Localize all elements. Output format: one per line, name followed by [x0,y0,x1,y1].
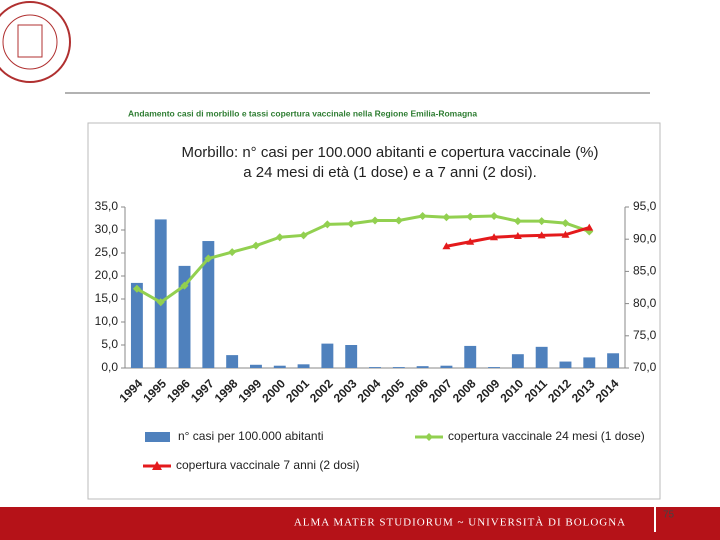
line-marker [394,216,403,225]
footer-text: ALMA MATER STUDIORUM ~ UNIVERSITÀ DI BOL… [294,517,626,529]
bar [130,282,143,368]
bar [464,345,477,368]
y2-tick-label: 70,0 [633,360,657,374]
bar [559,361,572,368]
line-marker [228,248,237,257]
bar [392,367,405,368]
y-tick-label: 25,0 [95,245,119,259]
bar [607,353,620,368]
legend-marker [425,433,433,441]
line-marker [442,213,451,222]
line-marker [180,281,189,290]
line-marker [299,231,308,240]
y-tick-label: 15,0 [95,291,119,305]
y-tick-label: 10,0 [95,314,119,328]
bar [535,346,548,368]
bar [250,364,262,368]
chart-title: Morbillo: n° casi per 100.000 abitanti e… [181,144,598,161]
bar [297,364,310,368]
line-marker [513,217,522,226]
y2-tick-label: 90,0 [633,231,657,245]
line-marker [323,220,332,229]
line-marker [537,217,546,226]
bar [321,343,334,368]
logo-seal [0,1,71,83]
line-marker [537,231,546,239]
legend-marker [152,461,162,470]
y-tick-label: 0,0 [101,360,118,374]
line-marker [490,233,499,241]
y2-tick-label: 75,0 [633,328,657,342]
line-marker [490,212,499,221]
bar [226,355,239,368]
chart-subtitle: a 24 mesi di età (1 dose) e a 7 anni (2 … [243,164,537,181]
bar [345,345,358,368]
line-marker [418,212,427,221]
bar [511,354,524,368]
y2-tick-label: 95,0 [633,199,657,213]
bar [488,367,500,368]
y-tick-label: 30,0 [95,222,119,236]
chart-frame [87,122,661,500]
line-marker [251,241,260,250]
y-tick-label: 20,0 [95,268,119,282]
footer-band [0,507,720,540]
line-marker [204,254,213,263]
y-tick-label: 35,0 [95,199,119,213]
y-tick-label: 5,0 [101,337,118,351]
bar [273,365,286,368]
bar [202,241,215,368]
y2-tick-label: 80,0 [633,296,657,310]
bar [154,219,167,368]
line-marker [442,242,451,250]
line-marker [513,231,522,239]
line-marker [585,223,594,231]
bar [416,366,429,368]
legend-label: n° casi per 100.000 abitanti [178,429,324,443]
bar [369,367,381,368]
page-number: 75 [663,510,675,521]
line-marker [561,230,570,238]
line-marker [275,233,284,242]
legend-label: copertura vaccinale 7 anni (2 dosi) [176,458,359,472]
bar [178,265,191,368]
line-marker [371,216,379,225]
line-marker [156,298,165,307]
legend-swatch [145,432,170,442]
bar [440,365,453,368]
line-marker [132,284,141,293]
legend-label: copertura vaccinale 24 mesi (1 dose) [448,429,645,443]
line-marker [347,219,356,228]
line-marker [561,219,570,228]
y2-tick-label: 85,0 [633,264,657,278]
line-series [136,214,590,305]
line-marker [466,212,475,221]
bar [583,357,596,368]
line-marker [466,237,475,245]
heading: Andamento casi di morbillo e tassi coper… [128,108,477,118]
